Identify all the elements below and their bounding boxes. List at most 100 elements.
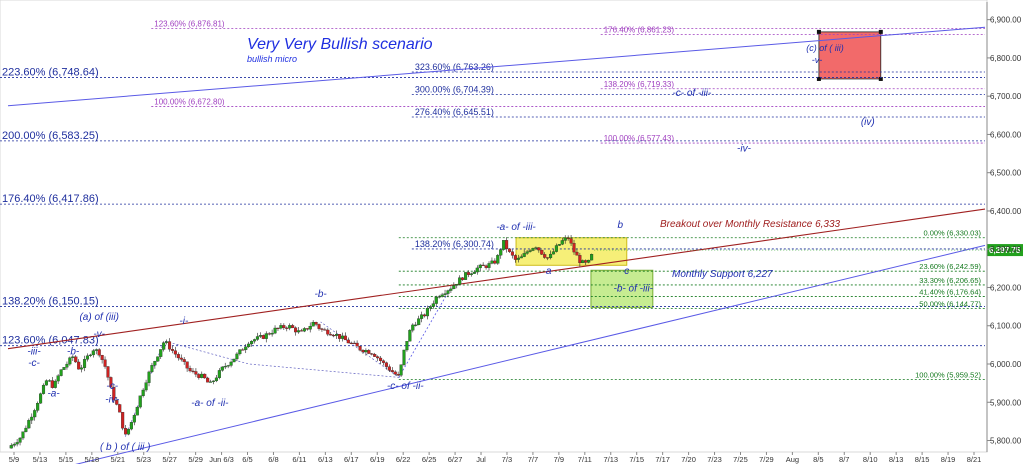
wave-label: -c- of -ii-	[387, 381, 424, 392]
x-tick-label: 6/5	[242, 455, 252, 464]
fib-levels: 223.60% (6,748.64) 200.00% (6,583.25) 176.…	[0, 20, 985, 380]
wave-label: -c-	[106, 381, 118, 392]
candle-down	[329, 334, 333, 336]
fib-level-label: 23.60% (6,242.59)	[919, 262, 981, 271]
candle-down	[540, 249, 544, 255]
candle-up	[420, 314, 424, 319]
candle-up	[247, 343, 251, 348]
candle-down	[569, 238, 573, 244]
y-tick-label: 6,800.00	[990, 54, 1022, 63]
wave-label: -a- of -iii-	[496, 222, 536, 233]
candle-down	[393, 371, 397, 375]
y-tick-label: 5,800.00	[990, 437, 1022, 446]
candle-down	[381, 360, 386, 363]
candle-down	[170, 349, 175, 351]
candle-up	[141, 389, 145, 397]
candle-up	[581, 260, 585, 264]
candle-up	[53, 380, 57, 388]
candle-down	[584, 260, 588, 263]
candle-down	[206, 377, 210, 383]
x-tick-label: 7/15	[629, 455, 644, 464]
candle-up	[522, 253, 526, 257]
candle-up	[30, 416, 34, 421]
candle-up	[235, 353, 239, 360]
fib-level-label: 300.00% (6,704.39)	[415, 84, 494, 94]
candle-up	[220, 366, 224, 371]
breakout-label: Breakout over Monthly Resistance 6,333	[660, 219, 841, 230]
last-price-tag	[987, 244, 1023, 257]
target-box-handle	[878, 29, 883, 34]
candle-up	[475, 267, 479, 273]
x-tick-label: 7/29	[759, 455, 774, 464]
fib-level-label: 50.00% (6,144.77)	[919, 300, 981, 309]
candle-down	[314, 322, 318, 325]
wave-label: -b- of -iii-	[614, 283, 654, 294]
candle-up	[335, 334, 339, 336]
candle-down	[124, 428, 128, 435]
x-tick-label: 5/29	[188, 455, 203, 464]
candle-up	[126, 428, 131, 435]
candle-up	[91, 350, 95, 356]
candle-up	[159, 349, 163, 357]
x-tick-label: 6/22	[396, 455, 411, 464]
fib-level-label: 176.40% (6,417.86)	[2, 193, 99, 205]
candle-up	[590, 254, 594, 261]
candle-up	[217, 370, 221, 379]
x-tick-label: 7/13	[603, 455, 618, 464]
wave-label: (a) of (iii)	[79, 312, 118, 323]
candle-up	[308, 326, 312, 330]
y-tick-label: 6,000.00	[990, 360, 1022, 369]
candle-up	[560, 240, 564, 245]
candle-up	[80, 367, 84, 370]
candle-up	[449, 288, 453, 291]
candle-up	[455, 284, 459, 286]
x-axis: 5/9 5/13 5/15 5/18 5/21 5/23 5/27 5/29 Jun 6/3 6/…	[9, 452, 981, 464]
candle-up	[200, 373, 204, 378]
candle-down	[112, 386, 116, 401]
candle-up	[9, 445, 13, 449]
candle-up	[94, 349, 98, 351]
x-tick-label: 5/9	[9, 455, 19, 464]
wave-label: -i-	[179, 316, 189, 327]
candle-up	[496, 255, 500, 264]
candle-up	[472, 271, 476, 274]
candle-up	[41, 384, 46, 394]
x-tick-label: 5/15	[59, 455, 74, 464]
candle-up	[549, 253, 553, 259]
wave-labels: (a) of (iii)-v--iii--c--b--a--c--iv-( b …	[27, 88, 874, 453]
x-tick-label: Jun 6/3	[209, 455, 234, 464]
candle-up	[528, 250, 532, 252]
x-tick-label: 5/21	[110, 455, 125, 464]
candle-up	[12, 443, 16, 446]
fib-level-label: 138.20% (6,150.15)	[2, 296, 99, 308]
candle-up	[340, 335, 345, 339]
candle-up	[15, 442, 19, 445]
x-tick-label: 6/11	[292, 455, 306, 464]
candle-up	[214, 377, 218, 382]
candle-up	[405, 341, 409, 351]
candle-down	[493, 260, 497, 264]
candle-down	[481, 264, 485, 266]
candle-up	[135, 406, 139, 416]
candle-up	[302, 328, 306, 332]
x-tick-label: 5/13	[33, 455, 48, 464]
candle-up	[162, 342, 166, 350]
fib-level-label: 276.40% (6,645.51)	[415, 107, 494, 117]
x-tick-label: 5/23	[136, 455, 151, 464]
red-target-box	[818, 31, 882, 80]
wave-label: -c-	[28, 358, 40, 369]
candle-up	[587, 259, 591, 263]
candle-down	[396, 374, 400, 376]
fib-level-label: 41.40% (6,176.64)	[919, 287, 981, 296]
candle-down	[390, 370, 394, 373]
chart-title: Very Very Bullish scenario	[247, 36, 433, 53]
candle-down	[121, 412, 125, 429]
wave-label: -c- of -iii-	[672, 88, 712, 99]
candle-down	[241, 349, 245, 351]
candle-up	[502, 240, 506, 250]
candle-down	[203, 373, 207, 379]
y-tick-label: 5,900.00	[990, 398, 1022, 407]
candle-up	[264, 333, 268, 339]
wave-label: -a-	[47, 389, 60, 400]
